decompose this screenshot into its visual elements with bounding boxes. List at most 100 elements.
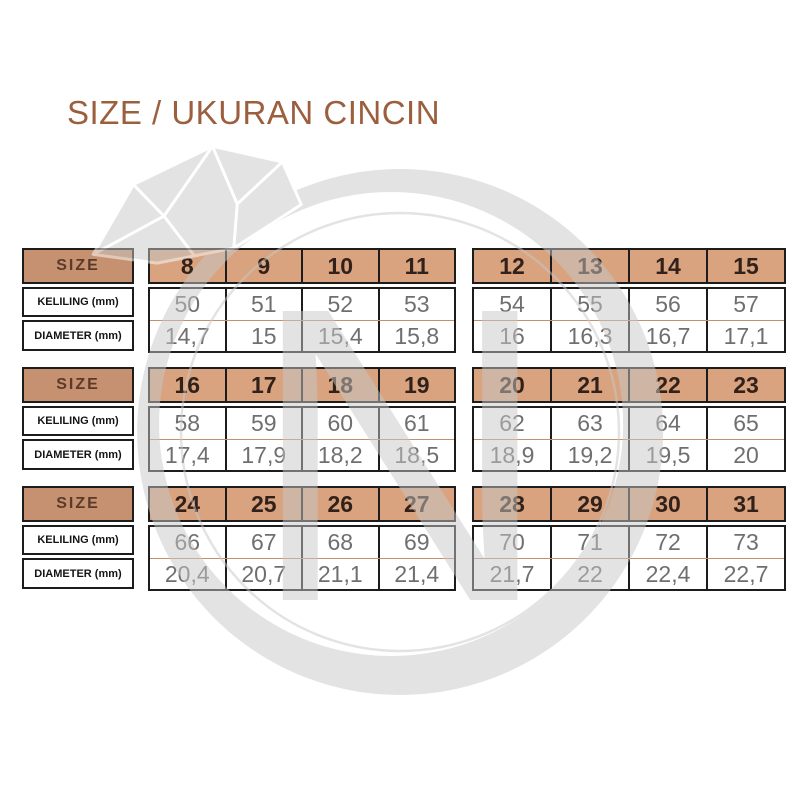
row-label-block: SIZE KELILING (mm) DIAMETER (mm) <box>22 486 134 589</box>
diameter-value: 14,7 <box>164 322 210 349</box>
size-value: 27 <box>377 488 455 520</box>
size-value: 29 <box>550 488 628 520</box>
diameter-value: 20 <box>706 440 784 470</box>
keliling-row: 70 71 72 73 <box>474 527 784 558</box>
size-value: 31 <box>706 488 784 520</box>
diameter-value: 18,9 <box>489 441 535 468</box>
size-value: 11 <box>377 250 455 282</box>
page-title: SIZE / UKURAN CINCIN <box>67 94 441 131</box>
size-value: 21 <box>550 369 628 401</box>
keliling-row-label: KELILING (mm) <box>22 287 134 317</box>
keliling-value: 69 <box>377 527 455 558</box>
diameter-value: 22,7 <box>706 559 784 589</box>
size-row-label: SIZE <box>22 367 134 403</box>
size-table-band: SIZE KELILING (mm) DIAMETER (mm) 16 17 1… <box>22 367 788 472</box>
keliling-value: 51 <box>224 289 302 320</box>
size-table-band: SIZE KELILING (mm) DIAMETER (mm) 24 25 2… <box>22 486 788 591</box>
size-table-body: 54 55 56 57 16 16,3 16,7 17,1 <box>472 287 786 353</box>
size-value: 26 <box>301 488 378 520</box>
diameter-value: 19,2 <box>550 440 628 470</box>
keliling-value: 52 <box>301 289 378 320</box>
size-header-row: 8 9 10 11 <box>148 248 456 284</box>
diameter-value: 17,1 <box>706 321 784 351</box>
size-value: 19 <box>377 369 455 401</box>
keliling-value: 61 <box>377 408 455 439</box>
size-chart: SIZE KELILING (mm) DIAMETER (mm) 8 9 10 … <box>22 248 788 605</box>
size-table-group: 28 29 30 31 70 71 72 73 21,7 22 22, <box>472 486 786 591</box>
size-value: 25 <box>224 488 302 520</box>
diameter-value: 15,8 <box>377 321 455 351</box>
diameter-value: 17,4 <box>164 441 210 468</box>
diameter-row: 17,4 17,9 18,2 18,5 <box>150 439 454 470</box>
size-value: 9 <box>224 250 302 282</box>
size-value: 12 <box>499 252 525 279</box>
keliling-value: 65 <box>706 408 784 439</box>
diameter-row: 18,9 19,2 19,5 20 <box>474 439 784 470</box>
keliling-value: 53 <box>377 289 455 320</box>
keliling-value: 55 <box>550 289 628 320</box>
diameter-row-label: DIAMETER (mm) <box>22 558 134 589</box>
keliling-value: 63 <box>550 408 628 439</box>
keliling-value: 66 <box>174 529 201 555</box>
keliling-row: 54 55 56 57 <box>474 289 784 320</box>
keliling-value: 64 <box>628 408 706 439</box>
keliling-value: 58 <box>174 410 201 436</box>
diameter-value: 16,3 <box>550 321 628 351</box>
size-table-group: 12 13 14 15 54 55 56 57 16 16,3 16, <box>472 248 786 353</box>
diameter-value: 20,7 <box>224 559 302 589</box>
diameter-value: 22,4 <box>628 559 706 589</box>
size-header-row: 20 21 22 23 <box>472 367 786 403</box>
size-value: 10 <box>301 250 378 282</box>
diameter-value: 18,5 <box>377 440 455 470</box>
diameter-value: 16,7 <box>628 321 706 351</box>
diameter-value: 15 <box>224 321 302 351</box>
size-header-row: 28 29 30 31 <box>472 486 786 522</box>
size-table-body: 62 63 64 65 18,9 19,2 19,5 20 <box>472 406 786 472</box>
keliling-row-label: KELILING (mm) <box>22 406 134 436</box>
keliling-row-label: KELILING (mm) <box>22 525 134 555</box>
diameter-value: 21,1 <box>301 559 378 589</box>
diameter-value: 17,9 <box>224 440 302 470</box>
keliling-row: 62 63 64 65 <box>474 408 784 439</box>
row-label-block: SIZE KELILING (mm) DIAMETER (mm) <box>22 248 134 351</box>
size-header-row: 12 13 14 15 <box>472 248 786 284</box>
size-value: 15 <box>706 250 784 282</box>
size-table-group: 24 25 26 27 66 67 68 69 20,4 20,7 2 <box>148 486 456 591</box>
size-value: 24 <box>174 490 201 517</box>
size-value: 28 <box>499 490 525 517</box>
size-header-row: 16 17 18 19 <box>148 367 456 403</box>
diameter-row-label: DIAMETER (mm) <box>22 320 134 351</box>
size-table-body: 66 67 68 69 20,4 20,7 21,1 21,4 <box>148 525 456 591</box>
diameter-row: 16 16,3 16,7 17,1 <box>474 320 784 351</box>
size-value: 13 <box>550 250 628 282</box>
diameter-value: 15,4 <box>301 321 378 351</box>
size-table-group: 16 17 18 19 58 59 60 61 17,4 17,9 1 <box>148 367 456 472</box>
size-row-label: SIZE <box>22 248 134 284</box>
diameter-row: 14,7 15 15,4 15,8 <box>150 320 454 351</box>
keliling-value: 67 <box>224 527 302 558</box>
diameter-value: 21,7 <box>489 560 535 587</box>
size-value: 30 <box>628 488 706 520</box>
diameter-value: 20,4 <box>164 560 210 587</box>
diameter-value: 16 <box>499 322 525 349</box>
diameter-value: 18,2 <box>301 440 378 470</box>
size-table-body: 70 71 72 73 21,7 22 22,4 22,7 <box>472 525 786 591</box>
diameter-row: 21,7 22 22,4 22,7 <box>474 558 784 589</box>
size-row-label: SIZE <box>22 486 134 522</box>
size-value: 18 <box>301 369 378 401</box>
size-value: 23 <box>706 369 784 401</box>
keliling-row: 50 51 52 53 <box>150 289 454 320</box>
size-table-body: 58 59 60 61 17,4 17,9 18,2 18,5 <box>148 406 456 472</box>
keliling-value: 57 <box>706 289 784 320</box>
size-value: 14 <box>628 250 706 282</box>
diameter-value: 22 <box>550 559 628 589</box>
keliling-value: 62 <box>499 410 525 436</box>
size-value: 22 <box>628 369 706 401</box>
size-table-band: SIZE KELILING (mm) DIAMETER (mm) 8 9 10 … <box>22 248 788 353</box>
keliling-value: 70 <box>499 529 525 555</box>
keliling-value: 72 <box>628 527 706 558</box>
size-header-row: 24 25 26 27 <box>148 486 456 522</box>
keliling-value: 73 <box>706 527 784 558</box>
row-label-block: SIZE KELILING (mm) DIAMETER (mm) <box>22 367 134 470</box>
